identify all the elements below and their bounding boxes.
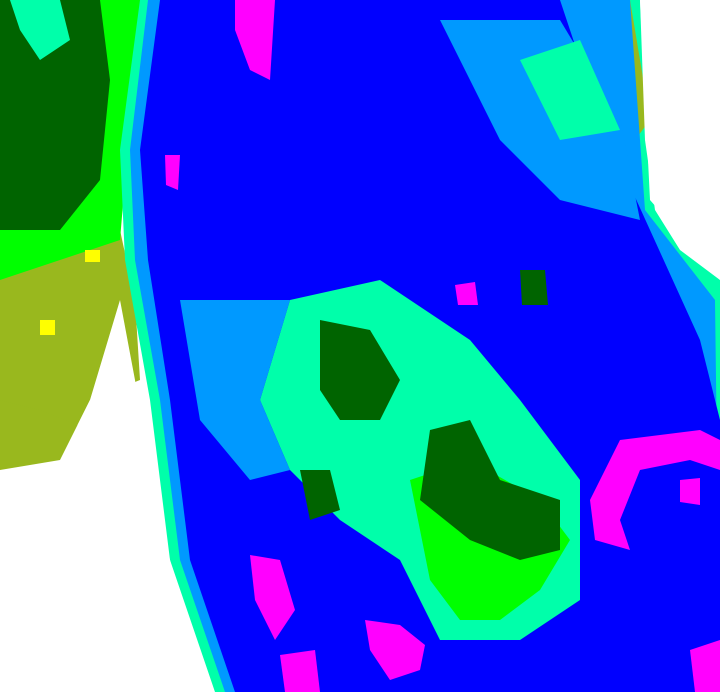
region-mid-center — [180, 300, 290, 480]
region-anomaly-top — [235, 0, 275, 80]
region-anomaly-bottom-2 — [365, 620, 425, 680]
region-anomaly-bottom-1 — [250, 555, 295, 640]
region-anomaly-small-1 — [165, 155, 180, 190]
region-anomaly-right — [590, 430, 720, 550]
region-veg-dark-2 — [320, 320, 400, 420]
region-bare-left — [0, 300, 205, 692]
region-anomaly-bottom-4 — [690, 640, 720, 692]
region-anomaly-small-2 — [455, 282, 478, 305]
region-bare-topright — [640, 0, 720, 280]
region-anomaly-right-2 — [680, 478, 700, 505]
region-veg-dark-3 — [300, 470, 340, 520]
region-cyan-top — [520, 40, 620, 140]
region-anomaly-bottom-3 — [280, 650, 320, 692]
region-veg-dark-4 — [520, 270, 548, 305]
region-yellow-speck — [40, 320, 55, 335]
region-yellow-speck — [85, 250, 100, 262]
region-darkgreen-topleft — [0, 0, 110, 230]
region-cyan-topleft — [10, 0, 70, 60]
region-veg-dark-1 — [420, 420, 560, 560]
